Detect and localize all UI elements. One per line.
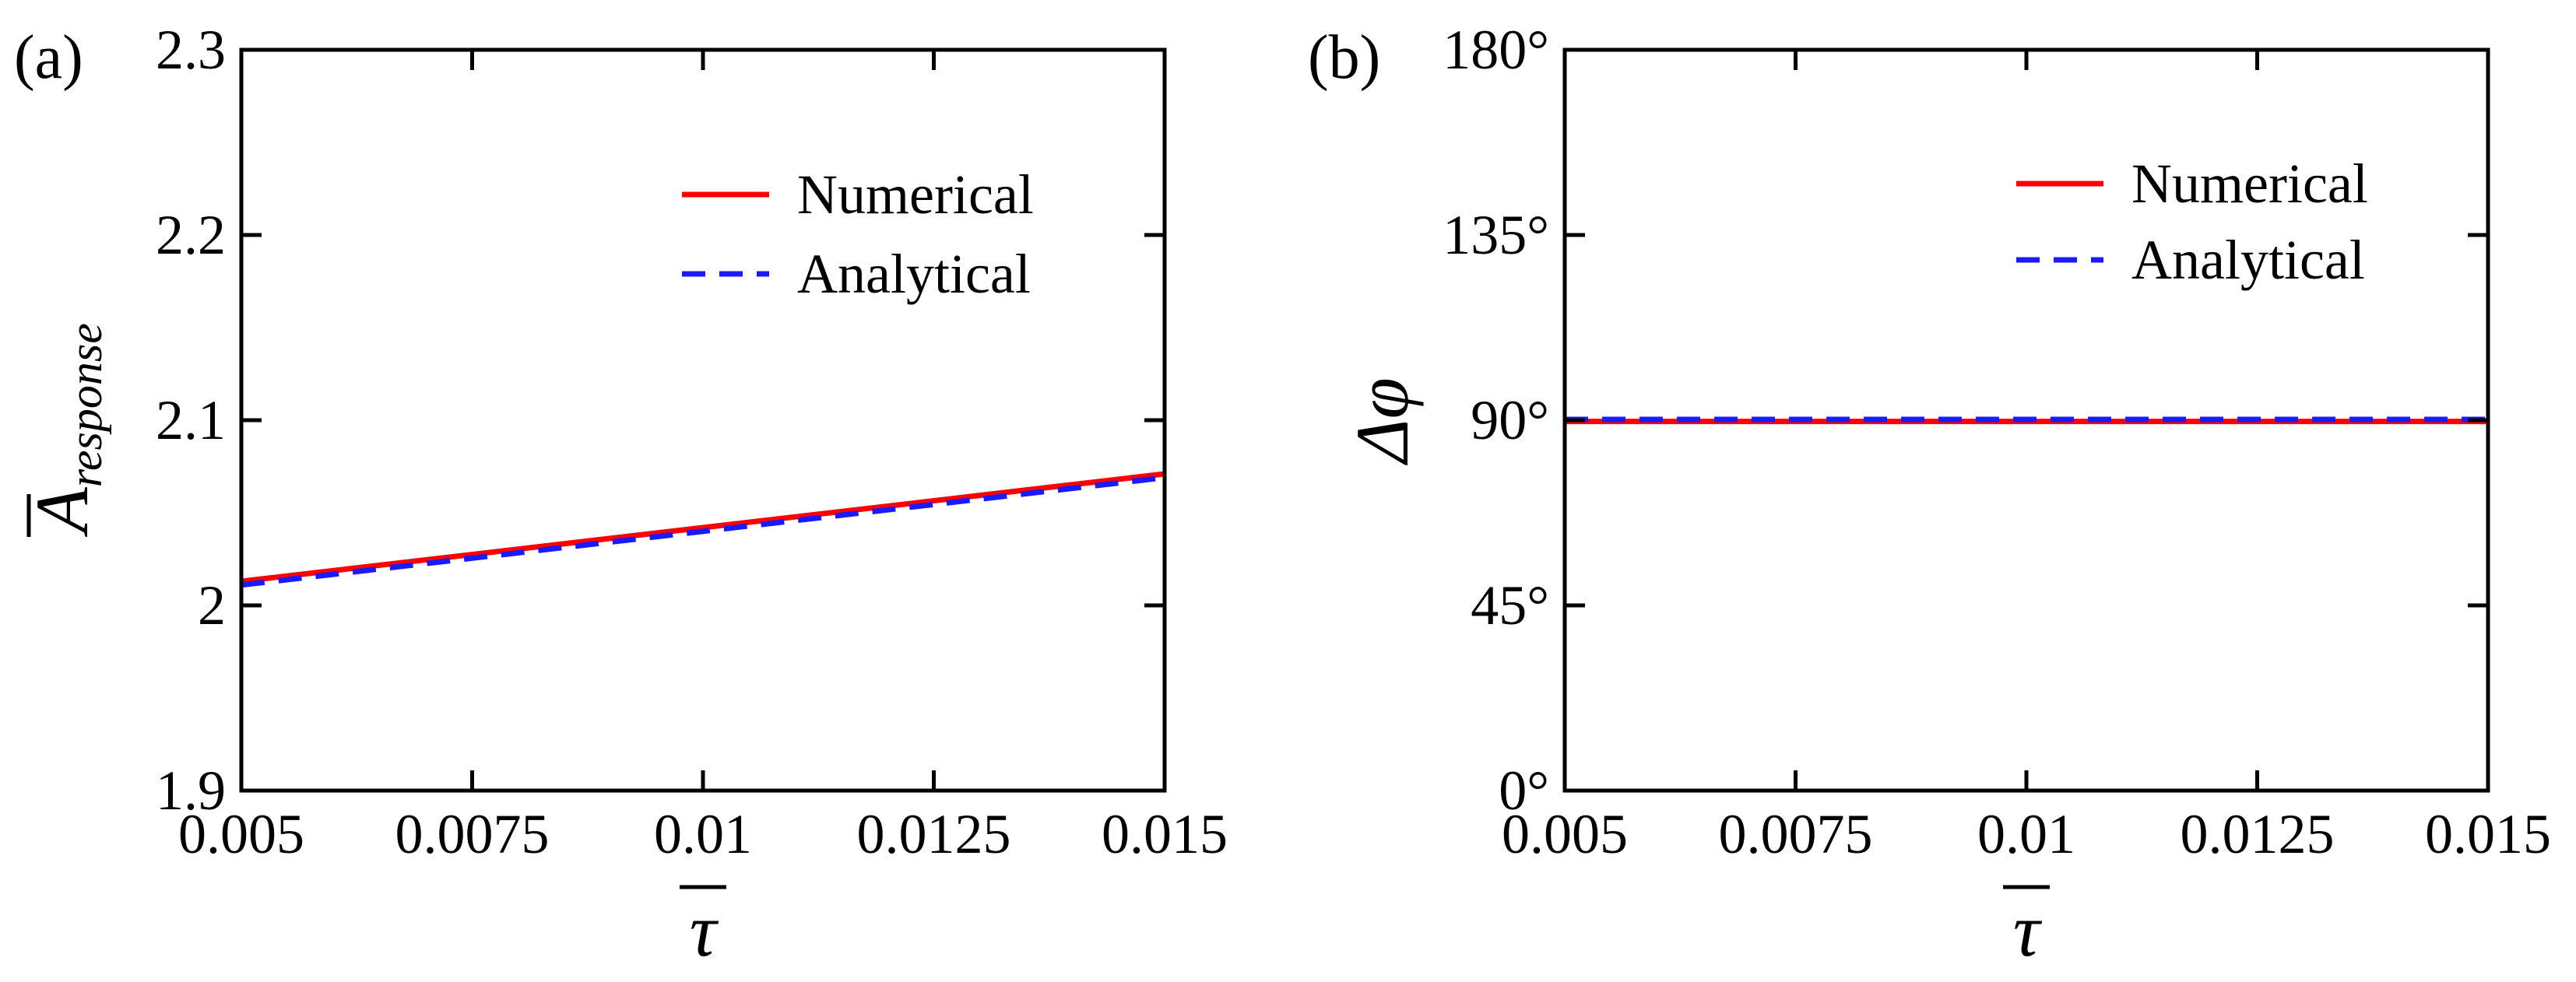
series-line-numerical <box>241 471 1165 584</box>
series-group <box>1565 416 2488 425</box>
y-tick-label: 2.2 <box>156 204 226 266</box>
panel-label: (a) <box>14 23 83 92</box>
legend-label-numerical: Numerical <box>797 163 1034 226</box>
y-axis-label: Aresponse <box>20 323 111 538</box>
x-tick-label: 0.0125 <box>2181 803 2335 865</box>
y-tick-label: 180° <box>1443 19 1549 81</box>
legend-label-analytical: Analytical <box>2131 229 2365 291</box>
y-axis-label-group: Aresponse <box>20 323 111 538</box>
y-axis-label-group: Δφ <box>1341 377 1424 465</box>
legend-label-analytical: Analytical <box>797 243 1031 305</box>
y-tick-label: 45° <box>1471 574 1549 637</box>
x-axis-label: τ <box>690 889 719 972</box>
y-tick-label: 1.9 <box>156 759 226 822</box>
x-tick-label: 0.005 <box>178 803 304 865</box>
y-axis-label-sub: response <box>60 323 111 487</box>
y-axis-label-main: A <box>20 487 104 538</box>
series-line-analytical <box>241 475 1165 588</box>
y-tick-label: 0° <box>1499 759 1549 822</box>
x-tick-label: 0.01 <box>654 803 752 865</box>
y-axis-label: Δφ <box>1341 377 1424 465</box>
legend-label-numerical: Numerical <box>2131 153 2368 215</box>
plot-frame <box>239 47 1167 793</box>
panel-label: (b) <box>1308 23 1380 92</box>
x-tick-label: 0.0125 <box>857 803 1011 865</box>
series-group <box>241 471 1165 588</box>
y-tick-label: 2 <box>198 574 226 637</box>
panel-a: (a) 0.005 0.0075 0.01 0.0125 0.015 1.9 2 2.1 2.2 2… <box>14 19 1228 972</box>
x-tick-label: 0.01 <box>1977 803 2075 865</box>
y-tick-label: 2.3 <box>156 19 226 81</box>
panel-b: (b) 0.005 0.0075 0.01 0.0125 0.015 0° 45° 90° 135… <box>1308 19 2551 972</box>
x-tick-label: 0.005 <box>1502 803 1628 865</box>
x-tick-label: 0.0075 <box>395 803 550 865</box>
x-tick-label: 0.015 <box>2425 803 2551 865</box>
y-axis-label-main: Δφ <box>1341 377 1424 465</box>
y-tick-label: 2.1 <box>156 389 226 451</box>
x-tick-label: 0.015 <box>1102 803 1228 865</box>
y-tick-label: 90° <box>1471 389 1549 451</box>
plot-frame <box>1562 47 2490 793</box>
x-axis-label: τ <box>2013 889 2043 972</box>
y-tick-label: 135° <box>1443 204 1549 266</box>
x-tick-label: 0.0075 <box>1719 803 1873 865</box>
